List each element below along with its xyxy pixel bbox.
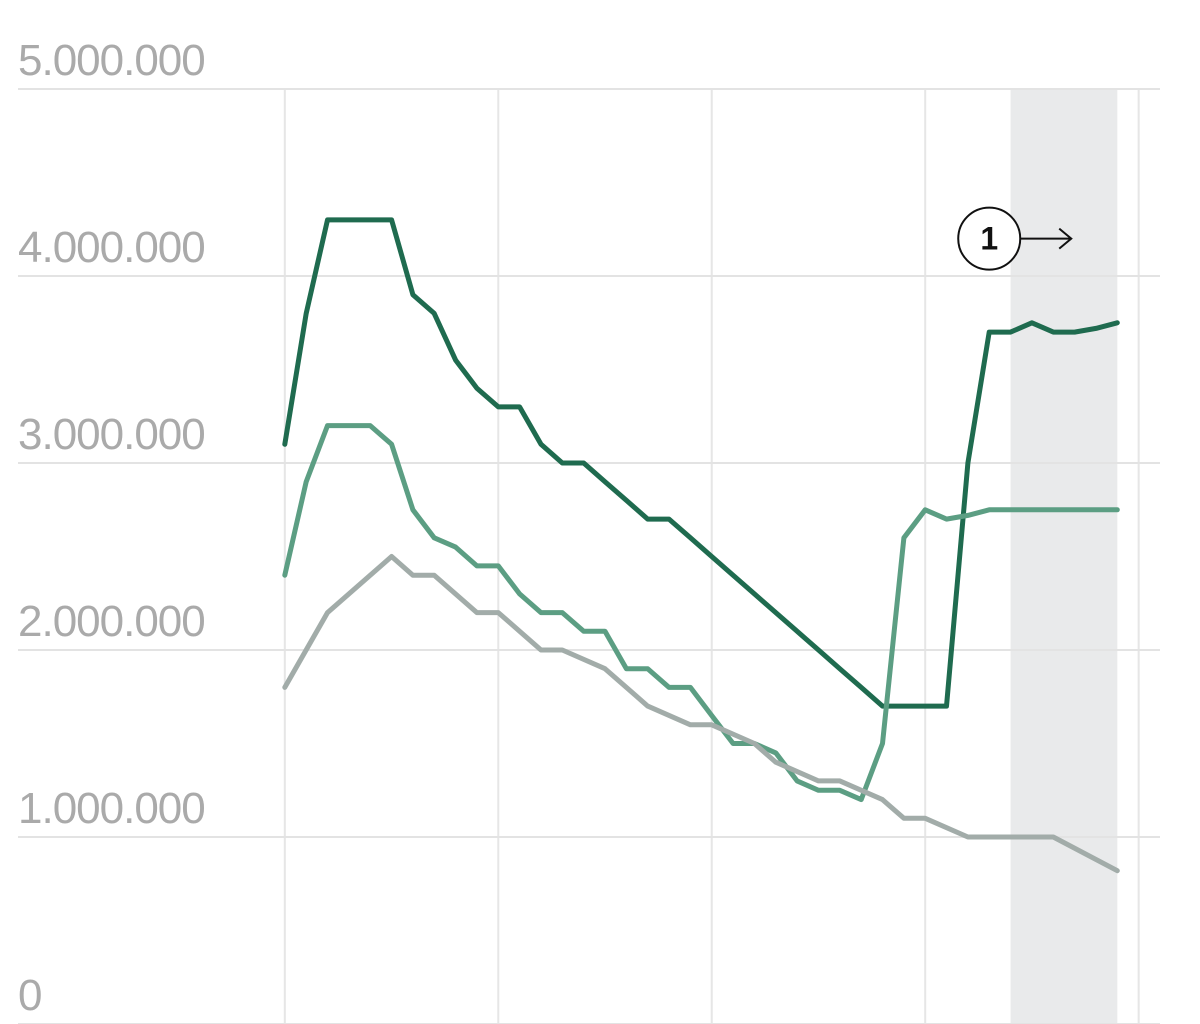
y-tick-label: 4.000.000 — [18, 223, 205, 272]
y-tick-label: 2.000.000 — [18, 597, 205, 646]
series-line-2 — [282, 423, 1120, 803]
annotation-arrow-head — [1058, 227, 1073, 250]
y-tick-label: 1.000.000 — [18, 784, 205, 833]
series-line-3 — [282, 554, 1120, 874]
series-layer — [282, 217, 1120, 874]
series-line-1 — [282, 217, 1120, 709]
y-tick-label: 0 — [18, 971, 41, 1020]
y-axis-labels: 0 1.000.000 2.000.000 3.000.000 4.000.000 5.0… — [18, 36, 206, 1020]
annotation-marker: 1 — [957, 206, 1073, 271]
shaded-period — [1010, 89, 1118, 1024]
y-tick-label: 3.000.000 — [18, 410, 205, 459]
shaded-period-layer — [1010, 89, 1118, 1024]
y-tick-label: 5.000.000 — [18, 36, 205, 85]
annotation-label: 1 — [980, 221, 998, 257]
grid-layer — [18, 88, 1160, 1024]
